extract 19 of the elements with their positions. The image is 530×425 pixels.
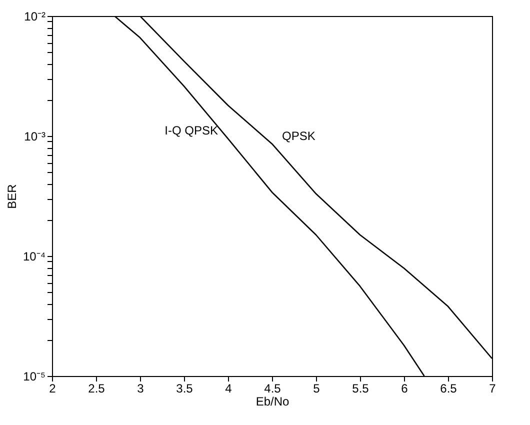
y-tick-label: 10⁻³ xyxy=(24,130,46,144)
x-tick-label: 2.5 xyxy=(88,382,106,396)
y-tick-label: 10⁻⁵ xyxy=(23,370,46,384)
x-axis-title: Eb/No xyxy=(256,394,290,408)
x-tick-label: 7 xyxy=(489,382,496,396)
y-tick-label: 10⁻² xyxy=(24,10,46,24)
y-tick-label: 10⁻⁴ xyxy=(22,250,46,264)
x-tick-label: 2 xyxy=(49,382,56,396)
x-tick-label: 5.5 xyxy=(352,382,370,396)
x-tick-label: 3 xyxy=(137,382,144,396)
x-tick-label: 3.5 xyxy=(176,382,194,396)
y-axis-title: BER xyxy=(4,184,19,209)
x-tick-label: 4.5 xyxy=(264,382,282,396)
series-label: QPSK xyxy=(282,128,316,143)
series-label: I-Q QPSK xyxy=(164,124,218,138)
x-tick-label: 6.5 xyxy=(440,382,458,396)
x-tick-label: 5 xyxy=(313,382,320,396)
x-tick-label: 6 xyxy=(401,382,408,396)
x-tick-label: 4 xyxy=(225,382,232,396)
